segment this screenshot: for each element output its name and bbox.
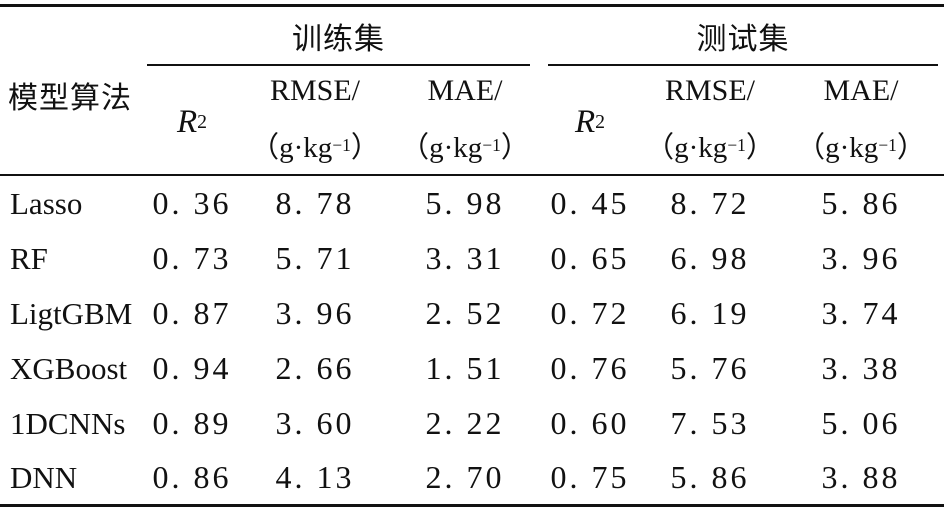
table-cell: 0. 76 <box>550 350 630 386</box>
table-cell: 8. 72 <box>670 185 750 221</box>
top-rule <box>0 4 944 7</box>
table-cell: 4. 13 <box>275 459 355 495</box>
table-cell: 1. 51 <box>425 350 505 386</box>
table-cell: 5. 76 <box>670 350 750 386</box>
train-group-header: 训练集 <box>292 22 385 57</box>
test-group-rule <box>548 64 938 66</box>
table-cell: 2. 52 <box>425 295 505 331</box>
train-group-rule <box>147 64 530 66</box>
table-cell: 0. 73 <box>152 240 232 276</box>
train-mae-unit: （g·kg −1） <box>400 132 530 164</box>
table-cell: 5. 86 <box>821 185 901 221</box>
table-cell: 6. 19 <box>670 295 750 331</box>
row-model-name: LigtGBM <box>10 295 133 331</box>
table-cell: 7. 53 <box>670 405 750 441</box>
train-mae-header: MAE/ <box>427 74 503 107</box>
table-cell: 2. 22 <box>425 405 505 441</box>
table-cell: 3. 60 <box>275 405 355 441</box>
row-model-name: Lasso <box>10 185 83 221</box>
table-cell: 5. 86 <box>670 459 750 495</box>
table-cell: 3. 96 <box>821 240 901 276</box>
table-cell: 0. 94 <box>152 350 232 386</box>
train-rmse-unit: （g·kg −1） <box>250 132 380 164</box>
table-cell: 2. 70 <box>425 459 505 495</box>
table-cell: 3. 31 <box>425 240 505 276</box>
table-cell: 0. 60 <box>550 405 630 441</box>
table-cell: 6. 98 <box>670 240 750 276</box>
table-cell: 0. 89 <box>152 405 232 441</box>
algorithm-header: 模型算法 <box>8 81 132 116</box>
header-bottom-rule <box>0 174 944 176</box>
table-cell: 0. 45 <box>550 185 630 221</box>
r2-symbol: R <box>176 103 198 140</box>
table-cell: 3. 96 <box>275 295 355 331</box>
table-cell: 0. 72 <box>550 295 630 331</box>
table-cell: 3. 74 <box>821 295 901 331</box>
test-rmse-unit: （g·kg −1） <box>645 132 775 164</box>
table-cell: 0. 36 <box>152 185 232 221</box>
test-mae-header: MAE/ <box>823 74 899 107</box>
table-cell: 3. 88 <box>821 459 901 495</box>
row-model-name: DNN <box>10 459 78 495</box>
table-cell: 5. 06 <box>821 405 901 441</box>
test-mae-unit: （g·kg −1） <box>796 132 926 164</box>
row-model-name: RF <box>10 240 48 276</box>
bottom-rule <box>0 504 944 507</box>
table-cell: 0. 86 <box>152 459 232 495</box>
table-cell: 0. 65 <box>550 240 630 276</box>
train-rmse-header: RMSE/ <box>269 74 361 107</box>
row-model-name: 1DCNNs <box>10 405 126 441</box>
r2-symbol: R <box>574 103 596 140</box>
table-cell: 0. 87 <box>152 295 232 331</box>
test-rmse-header: RMSE/ <box>664 74 756 107</box>
table-cell: 8. 78 <box>275 185 355 221</box>
table-cell: 5. 98 <box>425 185 505 221</box>
row-model-name: XGBoost <box>10 350 128 386</box>
table-cell: 3. 38 <box>821 350 901 386</box>
table-cell: 0. 75 <box>550 459 630 495</box>
test-group-header: 测试集 <box>696 22 790 57</box>
table-cell: 2. 66 <box>275 350 355 386</box>
table-cell: 5. 71 <box>275 240 355 276</box>
